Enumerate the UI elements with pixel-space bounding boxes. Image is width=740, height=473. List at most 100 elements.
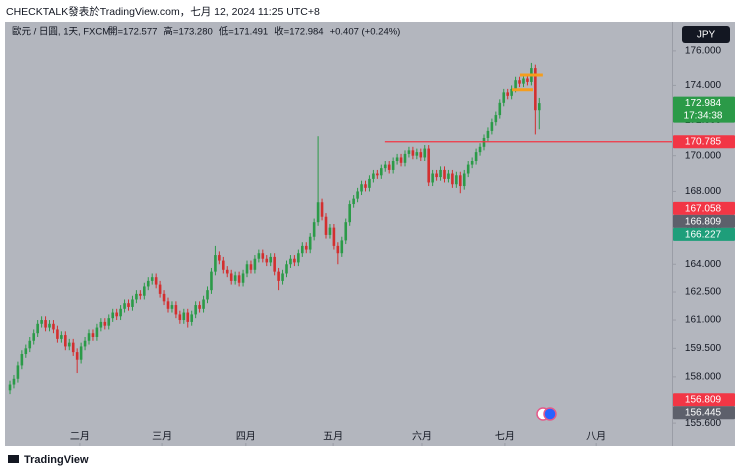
candle-body (510, 88, 513, 96)
price-tag-label: 170.785 (685, 137, 722, 148)
y-tick-label: 176.000 (685, 46, 722, 57)
candle-body (40, 320, 43, 324)
candle-body (312, 222, 316, 237)
candle-body (75, 352, 79, 360)
footer-logo (8, 455, 19, 463)
candle-body (423, 148, 427, 158)
legend-symbol: 歐元 / 日圓, 1天, FXCM (12, 26, 110, 38)
price-tag-label: 166.809 (685, 216, 722, 227)
candle-body (8, 384, 12, 391)
price-tag (673, 406, 735, 420)
candle-body (206, 290, 209, 300)
candle-body (518, 80, 521, 84)
candle-body (297, 253, 300, 263)
legend-item: 高=173.280 (163, 26, 212, 38)
candle-body (502, 92, 506, 103)
candle-body (344, 222, 348, 241)
legend-item: 低=171.491 (219, 26, 268, 38)
price-tag (673, 393, 735, 407)
annotation-icons (536, 407, 557, 421)
candle-body (293, 258, 296, 263)
candle-body (20, 354, 24, 366)
candle-body (253, 258, 257, 270)
candle-body (455, 175, 458, 185)
candle-body (411, 150, 415, 156)
y-tick-label: 174.000 (685, 80, 722, 91)
candle-body (372, 173, 375, 179)
candle-body (494, 115, 498, 123)
price-tag (673, 135, 735, 149)
candle-body (348, 204, 351, 223)
candle-body (462, 173, 466, 187)
candle-body (178, 314, 182, 321)
price-tag-label: 172.984 (685, 98, 722, 109)
candle-body (447, 173, 450, 179)
candle-body (431, 173, 434, 183)
candle-body (466, 164, 470, 174)
x-tick-label: 七月 (495, 431, 515, 443)
candle-body (12, 378, 16, 385)
legend-item: 收=172.984 (274, 26, 323, 38)
candle-body (336, 245, 340, 254)
candle-body (340, 240, 344, 254)
candle-body (285, 264, 288, 274)
candle-body (119, 308, 122, 317)
candle-body (99, 321, 103, 328)
candle-body (407, 150, 411, 154)
candle-body (249, 264, 253, 270)
candle-body (32, 333, 36, 341)
x-tick-label: 三月 (152, 431, 172, 443)
candle-body (146, 280, 150, 287)
footer: TradingView (24, 454, 89, 466)
candle-body (127, 303, 130, 307)
candle-body (332, 227, 336, 246)
candle-body (435, 173, 438, 178)
candle-body (387, 164, 391, 170)
candle-body (399, 157, 403, 163)
y-tick-label: 161.000 (685, 315, 722, 326)
candle-body (218, 255, 221, 261)
y-tick-label: 164.000 (685, 259, 722, 270)
candle-body (143, 286, 146, 296)
candle-body (182, 312, 186, 321)
candle-body (486, 130, 490, 138)
candle-body (67, 342, 71, 347)
candle-body (123, 303, 126, 309)
candle-body (166, 301, 170, 309)
countdown: 17:34:38 (684, 111, 723, 122)
candle-body (135, 293, 138, 300)
candle-body (328, 227, 332, 235)
candle-body (154, 277, 158, 285)
candle-body (229, 273, 233, 281)
candle-body (210, 271, 213, 291)
candle-body (222, 260, 225, 270)
price-tag-label: 156.809 (685, 395, 722, 406)
y-tick-label: 159.500 (685, 343, 722, 354)
candle-body (301, 245, 304, 254)
candle-body (470, 161, 474, 165)
price-tag (673, 201, 735, 215)
candle-body (403, 153, 407, 163)
currency: JPY (697, 30, 716, 41)
candle-body (52, 323, 55, 330)
candle-body (233, 275, 237, 281)
candle-body (391, 161, 395, 170)
candle-body (83, 340, 87, 347)
price-tag (673, 214, 735, 228)
candle-body (24, 348, 28, 355)
candle-body (261, 253, 265, 259)
candle-body (277, 271, 280, 281)
price-tag-label: 156.445 (685, 408, 722, 419)
candle-body (368, 178, 371, 188)
candle-body (379, 168, 383, 176)
y-tick-label: 162.500 (685, 287, 722, 298)
candle-body (482, 137, 486, 147)
candle-body (131, 299, 134, 307)
candle-body (320, 202, 324, 217)
candle-body (95, 327, 99, 337)
candle-body (265, 258, 269, 263)
candle-body (514, 80, 517, 89)
price-tag-label: 166.227 (685, 229, 722, 240)
candle-body (44, 320, 47, 328)
